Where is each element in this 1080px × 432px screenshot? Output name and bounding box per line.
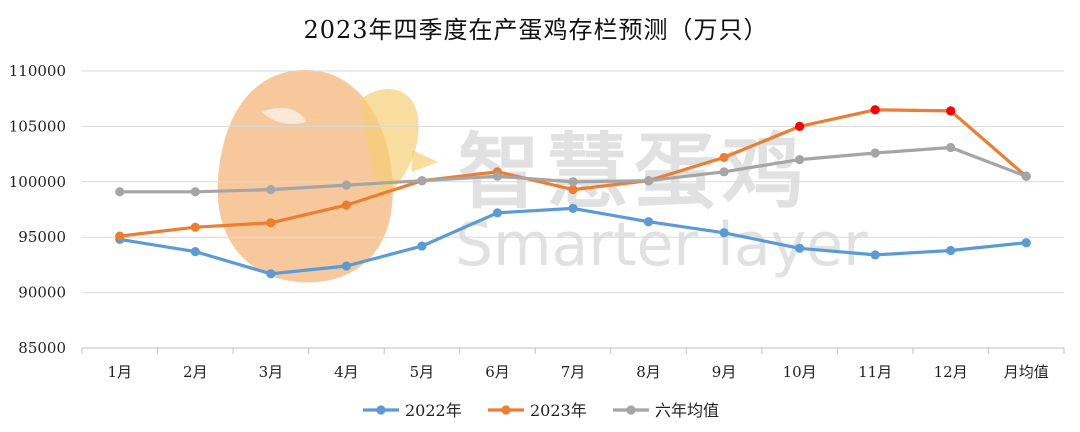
data-point (870, 148, 880, 158)
data-point (115, 187, 125, 197)
data-point (492, 171, 503, 181)
data-point (266, 184, 276, 195)
y-tick-label: 110000 (9, 62, 66, 80)
watermark-chick-beak (412, 150, 438, 172)
x-tick-label: 月均值 (1004, 363, 1049, 381)
data-point (1021, 171, 1031, 181)
data-point (795, 243, 805, 253)
x-tick-label: 8月 (636, 363, 661, 381)
highlight-point (795, 121, 805, 131)
watermark-logo (217, 69, 438, 283)
y-tick-label: 100000 (9, 173, 66, 191)
legend-marker (626, 405, 636, 415)
y-tick-label: 85000 (18, 339, 66, 357)
data-point (266, 269, 276, 279)
chart-title: 2023年四季度在产蛋鸡存栏预测（万只） (303, 16, 768, 44)
data-point (341, 180, 351, 190)
watermark-text-en: Smarter layer (455, 210, 868, 280)
highlight-point (870, 105, 880, 115)
watermark-egg-face (262, 107, 306, 124)
x-tick-label: 6月 (485, 363, 510, 381)
watermark-egg-shape (217, 69, 393, 283)
x-tick-label: 1月 (107, 363, 132, 381)
data-point (341, 200, 351, 210)
data-point (870, 250, 880, 260)
x-tick-label: 3月 (259, 363, 284, 381)
x-tick-label: 5月 (410, 363, 435, 381)
series-layer (115, 105, 1031, 279)
data-point (341, 261, 351, 271)
data-point (946, 142, 956, 153)
data-point (719, 152, 729, 163)
data-point (190, 187, 200, 197)
watermark-chick-head (360, 88, 419, 200)
data-point (190, 247, 200, 257)
legend-marker (376, 405, 386, 415)
y-tick-label: 90000 (18, 284, 66, 302)
x-tick-label: 11月 (858, 363, 892, 381)
highlight-point (946, 106, 956, 116)
data-point (568, 184, 578, 195)
data-point (719, 228, 729, 238)
legend-marker (501, 405, 511, 415)
data-point (417, 176, 427, 186)
legend: 2022年 2023年 六年均值 (363, 401, 719, 420)
watermark-text-cn: 智慧蛋鸡 (458, 125, 810, 220)
data-point (115, 231, 125, 241)
data-point (643, 217, 654, 227)
x-tick-label: 9月 (712, 363, 737, 381)
x-tick-label: 7月 (561, 363, 586, 381)
y-axis: 85000 90000 95000 100000 105000 110000 (9, 62, 66, 357)
data-point (266, 218, 276, 228)
x-tick-label: 4月 (334, 363, 359, 381)
y-tick-label: 95000 (18, 228, 66, 246)
data-point (719, 167, 729, 177)
x-tick-label: 2月 (183, 363, 208, 381)
x-axis: 1月 2月 3月 4月 5月 6月 7月 8月 9月 10月 11月 12月 月均值 (81, 348, 1065, 381)
data-point (417, 241, 427, 251)
data-point (643, 176, 654, 186)
legend-label: 2023年 (530, 401, 587, 420)
legend-label: 六年均值 (655, 401, 719, 420)
y-tick-label: 105000 (9, 117, 66, 135)
data-point (492, 208, 503, 218)
data-point (946, 245, 956, 256)
data-point (1021, 238, 1031, 248)
x-tick-label: 12月 (934, 363, 968, 381)
data-point (190, 222, 200, 232)
data-point (568, 203, 578, 213)
data-point (568, 177, 578, 187)
data-point (795, 155, 805, 165)
legend-label: 2022年 (405, 401, 462, 420)
x-tick-label: 10月 (783, 363, 817, 381)
